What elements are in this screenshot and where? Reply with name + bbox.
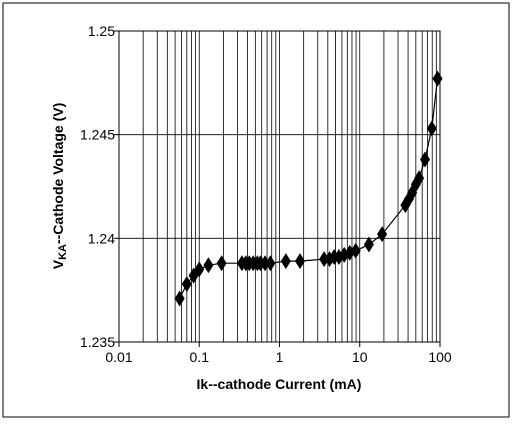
y-tick-label: 1.235 (80, 334, 115, 350)
x-tick-label: 0.1 (190, 349, 210, 365)
data-point-marker (216, 255, 227, 272)
y-axis-title-main: V (50, 259, 66, 269)
y-tick-label: 1.25 (88, 23, 115, 39)
data-point-marker (203, 257, 214, 274)
x-tick-label: 10 (352, 349, 368, 365)
data-point-marker (426, 120, 437, 137)
data-point-marker (377, 226, 388, 243)
data-point-marker (265, 255, 276, 272)
tick-label-layer: 0.01 0.1 1 10 100 1.235 1.24 1.245 1.25 (80, 23, 452, 365)
data-point-marker (333, 248, 344, 265)
data-point-marker (414, 170, 425, 187)
series-layer (174, 70, 443, 307)
x-tick-label: 100 (428, 349, 452, 365)
x-tick-label: 1 (276, 349, 284, 365)
data-point-marker (324, 251, 335, 268)
y-tick-label: 1.24 (88, 230, 115, 246)
data-point-marker (319, 251, 330, 268)
outer-border (2, 2, 510, 418)
data-point-marker (294, 253, 305, 270)
x-tick-label: 0.01 (105, 349, 132, 365)
data-point-marker (363, 236, 374, 253)
data-point-marker (419, 151, 430, 168)
data-point-marker (280, 253, 291, 270)
y-axis-title-rest: --Cathode Voltage (V) (50, 103, 66, 244)
data-point-marker (432, 70, 443, 87)
y-axis-title-subscript: KA (57, 244, 69, 260)
y-axis-title: VKA--Cathode Voltage (V) (50, 103, 69, 270)
y-tick-label: 1.245 (80, 127, 115, 143)
data-point-marker (260, 255, 271, 272)
data-point-marker (181, 275, 192, 292)
data-point-marker (174, 290, 185, 307)
x-axis-title: Ik--cathode Current (mA) (197, 376, 362, 392)
data-point-marker (350, 242, 361, 259)
grid-layer (119, 31, 440, 342)
data-point-marker (194, 261, 205, 278)
